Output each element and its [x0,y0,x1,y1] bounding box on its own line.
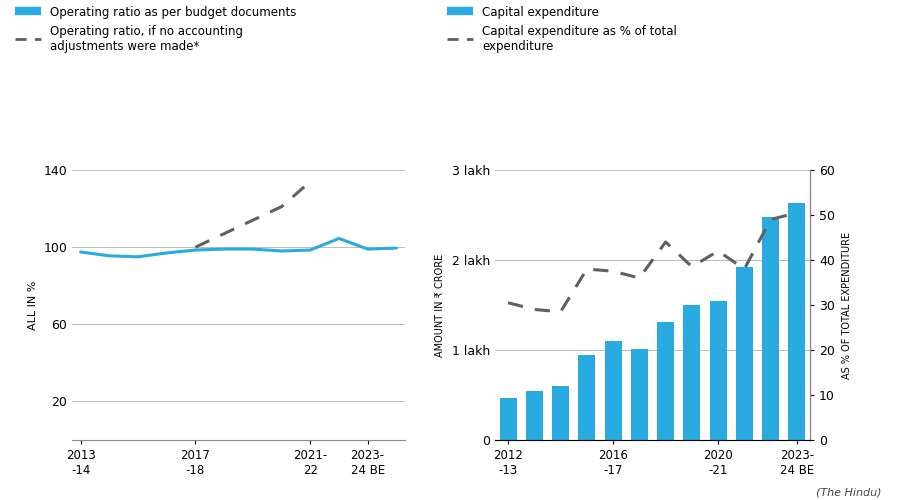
Bar [579,356,596,440]
Bar [683,305,700,440]
Y-axis label: AMOUNT IN ₹ CRORE: AMOUNT IN ₹ CRORE [435,254,445,356]
Bar [526,390,543,440]
Bar [657,322,674,440]
Y-axis label: ALL IN %: ALL IN % [28,280,38,330]
Y-axis label: AS % OF TOTAL EXPENDITURE: AS % OF TOTAL EXPENDITURE [842,232,852,378]
Bar [500,398,517,440]
Legend: Operating ratio as per budget documents, Operating ratio, if no accounting
adjus: Operating ratio as per budget documents,… [15,6,297,53]
Bar [552,386,569,440]
Legend: Capital expenditure, Capital expenditure as % of total
expenditure: Capital expenditure, Capital expenditure… [447,6,677,53]
Bar [736,267,753,440]
Bar [605,341,622,440]
Bar [762,217,779,440]
Bar [709,300,726,440]
Bar [788,204,806,440]
Text: (The Hindu): (The Hindu) [816,488,882,498]
Bar [631,349,648,440]
